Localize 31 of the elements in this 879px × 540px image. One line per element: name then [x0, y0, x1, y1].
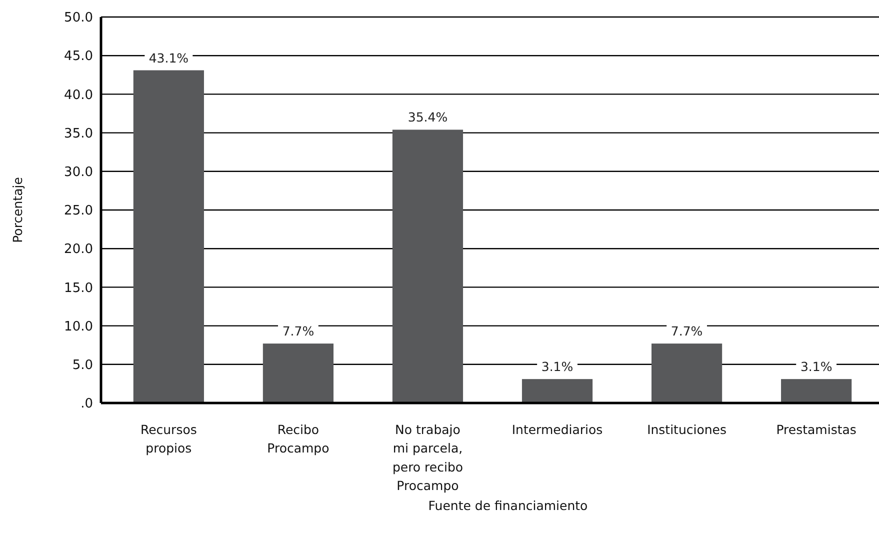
y-tick-label: 50.0 [64, 10, 93, 26]
y-tick-label: 15.0 [64, 280, 93, 296]
data-label: 3.1% [800, 359, 832, 374]
y-tick-label: 40.0 [64, 88, 93, 103]
data-label: 35.4% [408, 110, 448, 125]
bar [392, 130, 464, 403]
y-tick-label: 25.0 [64, 204, 93, 219]
y-tick-label: 45.0 [64, 49, 93, 64]
bar [133, 70, 204, 403]
y-tick-label: 5.0 [72, 358, 93, 373]
x-tick-label: Recursos propios [140, 422, 197, 456]
data-label: 7.7% [282, 324, 314, 339]
data-label: 43.1% [148, 50, 189, 66]
y-tick-label: 35.0 [64, 126, 93, 142]
bar [781, 379, 852, 403]
y-tick-label: .0 [80, 396, 93, 412]
y-axis-title: Porcentaje [10, 176, 25, 243]
y-tick-label: 30.0 [64, 164, 93, 180]
x-tick-label: Intermediarios [512, 422, 603, 437]
x-tick-label: Prestamistas [776, 422, 856, 437]
x-tick-label: Recibo Procampo [267, 422, 330, 456]
y-tick-label: 10.0 [64, 319, 93, 334]
x-tick-label: No trabajo mi parcela, pero recibo Procampo [392, 422, 464, 494]
x-axis-title: Fuente de financiamiento [428, 498, 588, 513]
bar [651, 344, 722, 403]
x-tick-label: Instituciones [647, 422, 727, 437]
bar [522, 379, 593, 403]
bar [262, 344, 334, 403]
data-label: 7.7% [670, 324, 703, 339]
y-tick-label: 20.0 [64, 242, 93, 258]
data-label: 3.1% [541, 359, 574, 374]
